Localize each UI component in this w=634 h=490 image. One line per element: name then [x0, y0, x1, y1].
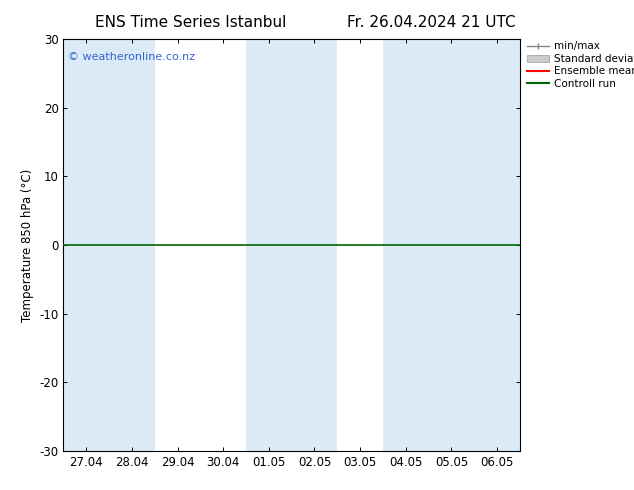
- Text: Fr. 26.04.2024 21 UTC: Fr. 26.04.2024 21 UTC: [347, 15, 515, 30]
- Legend: min/max, Standard deviation, Ensemble mean run, Controll run: min/max, Standard deviation, Ensemble me…: [524, 39, 634, 91]
- Bar: [63, 39, 155, 451]
- Text: ENS Time Series Istanbul: ENS Time Series Istanbul: [94, 15, 286, 30]
- Text: © weatheronline.co.nz: © weatheronline.co.nz: [68, 51, 195, 62]
- Bar: [246, 39, 337, 451]
- Bar: [474, 39, 520, 451]
- Bar: [383, 39, 474, 451]
- Y-axis label: Temperature 850 hPa (°C): Temperature 850 hPa (°C): [21, 169, 34, 321]
